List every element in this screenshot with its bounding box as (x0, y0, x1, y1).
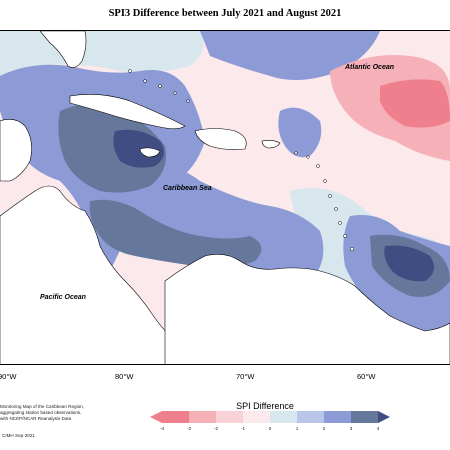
legend-tick-label: 2 (322, 426, 326, 431)
legend-tick-label: -2 (213, 426, 219, 431)
legend-swatch (243, 411, 271, 423)
wet-area-north-band (200, 31, 380, 80)
longitude-tick-90w: 90°W (0, 372, 17, 381)
spi-difference-map (0, 31, 450, 364)
wet-strong-area-south (89, 199, 262, 268)
longitude-tick-60w: 60°W (357, 372, 376, 381)
legend-swatch (162, 411, 190, 423)
wet-very-strong-area (113, 129, 164, 168)
legend-colorbar (150, 411, 390, 423)
wet-area-central (120, 163, 324, 283)
dry-strong-area-atlantic (380, 79, 450, 128)
page-title: SPI3 Difference between July 2021 and Au… (108, 8, 342, 19)
credits-block: Monitoring Map of the Caribbean Region, … (0, 404, 110, 423)
land-jamaica (139, 147, 161, 158)
land-cuba (69, 94, 186, 130)
wet-very-strong-area-east (384, 245, 434, 282)
legend-swatch (297, 411, 325, 423)
land-yucatan (0, 119, 32, 182)
longitude-tick-80w: 80°W (115, 372, 134, 381)
label-pacific-ocean: Pacific Ocean (40, 294, 86, 301)
legend-swatch (324, 411, 352, 423)
wet-area-east-islands (278, 107, 322, 158)
legend-tick-label: 3 (349, 426, 353, 431)
land-hispaniola (194, 128, 247, 150)
credits-date: CIMH Sep-2021 (2, 433, 35, 438)
legend-tick-label: -4 (159, 426, 165, 431)
legend-swatch (351, 411, 379, 423)
credits-line-2: aggregating station based observations, (0, 410, 82, 416)
legend-swatch (270, 411, 298, 423)
legend-swatch-min (150, 411, 162, 423)
legend-tick-label: 1 (295, 426, 299, 431)
map-panel: Atlantic Ocean Caribbean Sea Pacific Oce… (0, 30, 450, 365)
land-central-america (0, 185, 171, 364)
credits-line-3: with NCEP/NCAR Reanalysis Data (0, 416, 72, 422)
legend-swatch (216, 411, 244, 423)
land-florida (39, 31, 87, 68)
legend-title: SPI Difference (236, 401, 294, 411)
legend-tick-labels: -4 -3 -2 -1 0 1 2 3 4 (150, 426, 390, 434)
label-caribbean-sea: Caribbean Sea (163, 185, 212, 192)
legend-swatch (189, 411, 217, 423)
label-atlantic-ocean: Atlantic Ocean (345, 64, 395, 71)
credits-line-1: Monitoring Map of the Caribbean Region, (0, 404, 85, 409)
longitude-tick-70w: 70°W (236, 372, 255, 381)
legend-tick-label: -1 (240, 426, 246, 431)
land-south-america (164, 254, 450, 364)
legend-tick-label: 0 (268, 426, 272, 431)
bahamas-islands (128, 69, 190, 103)
land-puerto-rico (261, 140, 281, 149)
legend-swatch-max (378, 411, 390, 423)
legend-tick-label: -3 (186, 426, 192, 431)
lesser-antilles-islands (294, 151, 355, 252)
legend-tick-label: 4 (376, 426, 380, 431)
wet-strong-area-jamaica (58, 103, 167, 193)
